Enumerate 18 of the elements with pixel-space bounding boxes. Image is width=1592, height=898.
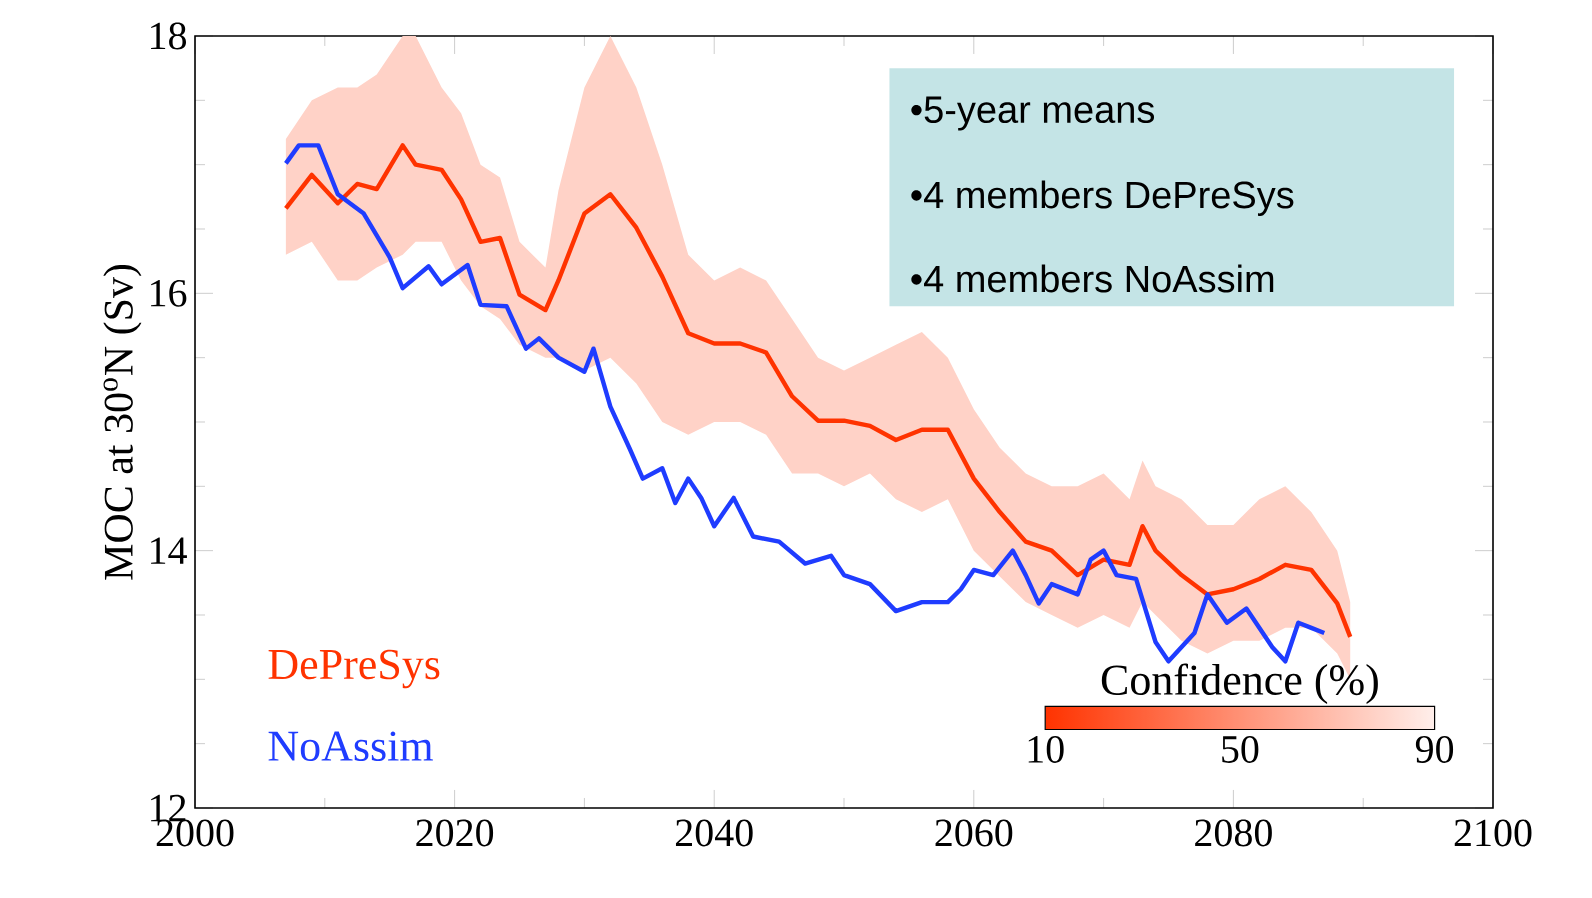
annotation: Confidence (%) <box>1101 663 1378 704</box>
y-tick-label: 18 <box>151 22 187 50</box>
annotation: •5-year means <box>911 96 1155 131</box>
annotation: •4 members NoAssim <box>911 264 1274 293</box>
y-tick-label: 14 <box>151 537 187 564</box>
annotation: 90 <box>1415 735 1454 763</box>
annotation: 50 <box>1222 735 1259 763</box>
y-axis-title: MOC at 30$^{o}$N (Sv) <box>103 264 142 580</box>
annotation: 10 <box>1028 735 1064 763</box>
y-tick-label: 16 <box>151 279 187 307</box>
x-tick-label: 2060 <box>935 819 1013 847</box>
x-tick-label: 2100 <box>1454 819 1532 847</box>
x-tick-label: 2040 <box>675 819 753 847</box>
text: NoAssim <box>268 731 433 762</box>
x-tick-label: 2020 <box>416 819 494 847</box>
text: DePreSys <box>268 649 440 689</box>
x-tick-label: 2080 <box>1195 819 1272 847</box>
annotation: •4 members DePreSys <box>911 180 1294 216</box>
